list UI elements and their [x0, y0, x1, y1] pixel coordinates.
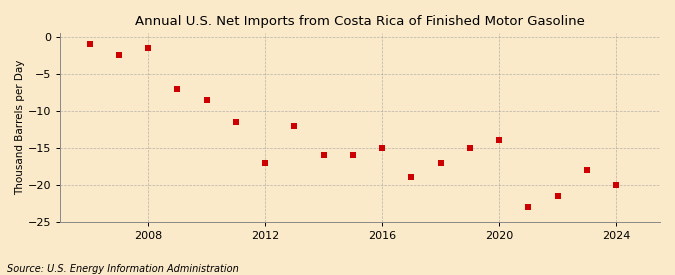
Point — [201, 98, 212, 102]
Text: Source: U.S. Energy Information Administration: Source: U.S. Energy Information Administ… — [7, 264, 238, 274]
Point — [377, 146, 387, 150]
Y-axis label: Thousand Barrels per Day: Thousand Barrels per Day — [15, 60, 25, 195]
Point — [113, 53, 124, 58]
Point — [84, 42, 95, 47]
Point — [289, 123, 300, 128]
Point — [552, 194, 563, 198]
Point — [348, 153, 358, 157]
Point — [523, 205, 534, 209]
Point — [464, 146, 475, 150]
Point — [230, 120, 241, 124]
Title: Annual U.S. Net Imports from Costa Rica of Finished Motor Gasoline: Annual U.S. Net Imports from Costa Rica … — [135, 15, 585, 28]
Point — [581, 168, 592, 172]
Point — [318, 153, 329, 157]
Point — [493, 138, 504, 143]
Point — [260, 160, 271, 165]
Point — [406, 175, 416, 180]
Point — [435, 160, 446, 165]
Point — [142, 46, 153, 50]
Point — [172, 87, 183, 91]
Point — [611, 183, 622, 187]
